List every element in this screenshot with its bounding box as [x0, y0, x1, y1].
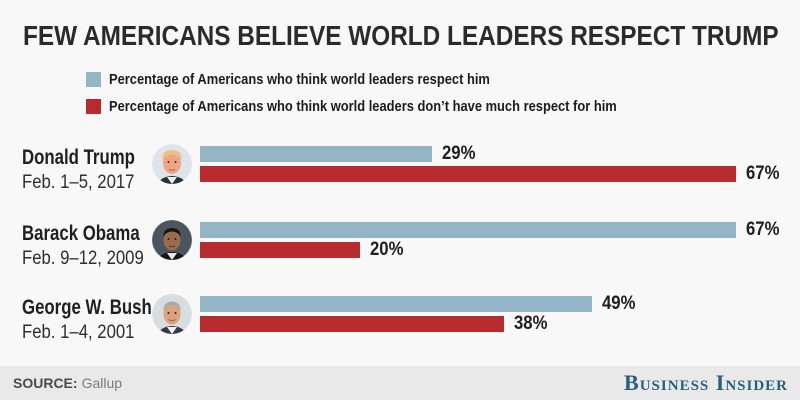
president-name: Donald Trump	[22, 146, 135, 169]
respect-legend-swatch	[86, 71, 101, 87]
row-label-block: Donald Trump Feb. 1–5, 2017	[22, 147, 163, 192]
row-label-block: Barack Obama Feb. 9–12, 2009	[22, 223, 169, 268]
poll-date: Feb. 9–12, 2009	[22, 248, 144, 269]
donald-trump-photo	[152, 144, 192, 184]
barack-obama-photo	[152, 220, 192, 260]
no-respect-bar	[200, 316, 504, 332]
no-respect-bar	[200, 166, 736, 182]
respect-value-label: 67%	[746, 219, 780, 240]
respect-value-label: 29%	[442, 143, 476, 164]
no-respect-legend-swatch	[86, 98, 101, 114]
no-respect-bar	[200, 242, 360, 258]
legend-item-no-respect: Percentage of Americans who think world …	[86, 97, 699, 115]
row-label-block: George W. Bush Feb. 1–4, 2001	[22, 297, 184, 342]
respect-bar	[200, 296, 592, 312]
poll-date: Feb. 1–5, 2017	[22, 172, 135, 193]
source-value: Gallup	[81, 375, 123, 391]
legend: Percentage of Americans who think world …	[86, 71, 699, 125]
source-label: SOURCE:	[13, 375, 78, 391]
legend-label: Percentage of Americans who think world …	[109, 70, 490, 88]
chart-title: FEW AMERICANS BELIEVE WORLD LEADERS RESP…	[23, 20, 779, 51]
no-respect-value-label: 38%	[514, 313, 548, 334]
respect-bar	[200, 222, 736, 238]
chart-row-george-w-bush: George W. Bush Feb. 1–4, 2001 49%	[0, 293, 800, 342]
bar-pair: 67% 20%	[200, 219, 784, 262]
footer-bar: SOURCE: Gallup Business Insider	[0, 366, 800, 400]
bar-pair: 49% 38%	[200, 293, 640, 336]
no-respect-value-label: 67%	[746, 163, 780, 184]
george-w-bush-photo	[152, 294, 192, 334]
chart-row-donald-trump: Donald Trump Feb. 1–5, 2017 29% 6	[0, 143, 800, 192]
respect-value-label: 49%	[602, 293, 636, 314]
legend-item-respect: Percentage of Americans who think world …	[86, 70, 699, 88]
no-respect-value-label: 20%	[370, 239, 404, 260]
president-name: Barack Obama	[22, 222, 140, 245]
source-credit: SOURCE: Gallup	[13, 375, 122, 391]
respect-bar	[200, 146, 432, 162]
legend-label: Percentage of Americans who think world …	[109, 97, 617, 115]
chart-row-barack-obama: Barack Obama Feb. 9–12, 2009 67%	[0, 219, 800, 268]
business-insider-logo: Business Insider	[624, 370, 788, 395]
poll-date: Feb. 1–4, 2001	[22, 322, 135, 343]
bar-pair: 29% 67%	[200, 143, 784, 186]
president-name: George W. Bush	[22, 296, 152, 319]
